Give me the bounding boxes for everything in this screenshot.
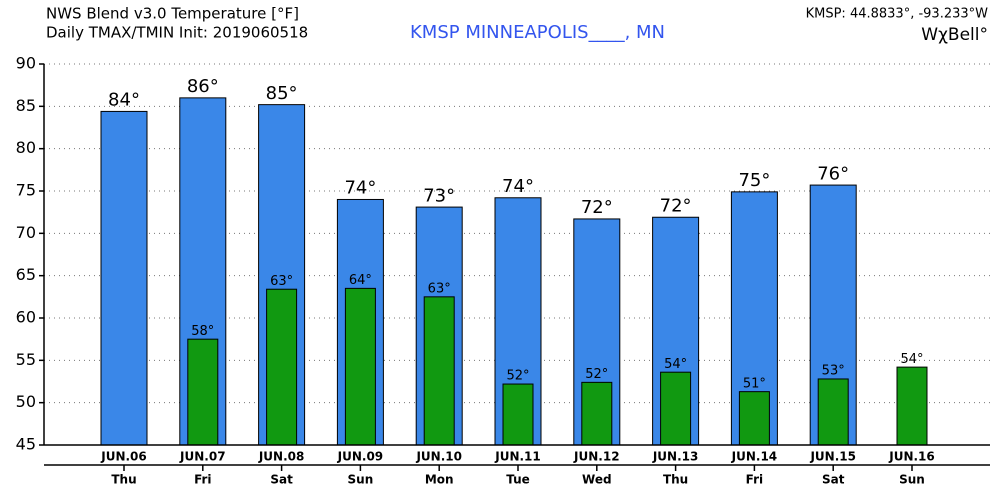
value-label: 72° xyxy=(660,195,692,216)
bar xyxy=(266,288,298,446)
bar xyxy=(738,391,770,446)
value-label: 52° xyxy=(585,367,608,382)
bar xyxy=(100,110,148,446)
x-day-label: Fri xyxy=(194,473,211,487)
x-tick-label: JUN.14 xyxy=(731,450,778,464)
value-label: 53° xyxy=(822,364,845,379)
y-tick-label: 60 xyxy=(16,308,36,327)
logo: WχBell° xyxy=(921,25,988,45)
y-tick-label: 85 xyxy=(16,96,36,115)
y-tick-label: 70 xyxy=(16,223,36,242)
x-day-label: Mon xyxy=(425,473,454,487)
bar xyxy=(660,371,692,446)
header-title: NWS Blend v3.0 Temperature [°F] xyxy=(46,5,299,23)
x-day-label: Tue xyxy=(506,473,530,487)
x-tick-label: JUN.07 xyxy=(179,450,226,464)
x-day-label: Thu xyxy=(111,473,136,487)
x-tick-label: JUN.08 xyxy=(258,450,305,464)
bar xyxy=(344,287,376,446)
value-label: 85° xyxy=(266,83,298,104)
value-label: 54° xyxy=(664,357,687,372)
value-label: 75° xyxy=(738,170,770,191)
value-label: 52° xyxy=(506,369,529,384)
value-label: 74° xyxy=(502,176,534,197)
x-tick-label: JUN.15 xyxy=(809,450,856,464)
x-tick-label: JUN.11 xyxy=(494,450,541,464)
value-label: 76° xyxy=(817,163,849,184)
bar xyxy=(817,378,849,446)
value-label: 58° xyxy=(191,324,214,339)
x-day-label: Thu xyxy=(663,473,688,487)
bar xyxy=(423,296,455,446)
value-label: 72° xyxy=(581,197,613,218)
y-tick-label: 90 xyxy=(16,54,36,73)
header-subtitle: Daily TMAX/TMIN Init: 2019060518 xyxy=(46,24,308,42)
bar xyxy=(581,381,613,446)
value-label: 86° xyxy=(187,76,219,97)
y-tick-label: 75 xyxy=(16,181,36,200)
x-tick-label: JUN.16 xyxy=(888,450,935,464)
x-tick-label: JUN.12 xyxy=(573,450,620,464)
y-tick-label: 45 xyxy=(16,435,36,454)
y-tick-label: 50 xyxy=(16,392,36,411)
value-label: 84° xyxy=(108,90,140,111)
y-tick-label: 55 xyxy=(16,350,36,369)
x-tick-label: JUN.10 xyxy=(415,450,462,464)
y-tick-label: 65 xyxy=(16,265,36,284)
bar xyxy=(502,383,534,446)
station-coords: KMSP: 44.8833°, -93.233°W xyxy=(806,7,989,22)
x-tick-label: JUN.06 xyxy=(100,450,147,464)
value-label: 64° xyxy=(349,273,372,288)
value-label: 74° xyxy=(344,178,376,199)
bar xyxy=(187,338,219,446)
value-label: 54° xyxy=(900,352,923,367)
x-day-label: Wed xyxy=(582,473,612,487)
value-label: 63° xyxy=(270,274,293,289)
x-day-label: Sun xyxy=(899,473,925,487)
bar xyxy=(896,366,928,446)
x-day-label: Sat xyxy=(270,473,293,487)
x-day-label: Fri xyxy=(746,473,763,487)
x-day-label: Sun xyxy=(348,473,374,487)
value-label: 73° xyxy=(423,185,455,206)
x-tick-label: JUN.13 xyxy=(652,450,699,464)
value-label: 63° xyxy=(428,282,451,297)
value-label: 51° xyxy=(743,376,766,391)
station-name: KMSP MINNEAPOLIS____, MN xyxy=(410,22,665,43)
x-day-label: Sat xyxy=(822,473,845,487)
x-tick-label: JUN.09 xyxy=(337,450,384,464)
y-tick-label: 80 xyxy=(16,138,36,157)
